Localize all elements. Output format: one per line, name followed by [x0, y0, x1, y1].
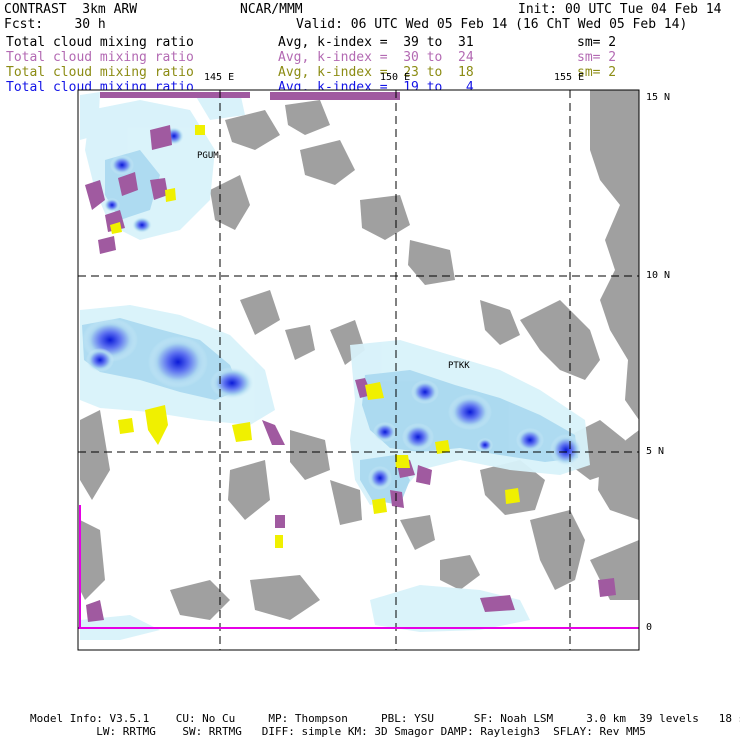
legend-field-2: Total cloud mixing ratio: [6, 50, 194, 65]
lat-label-0: 0: [646, 622, 653, 633]
model-title: CONTRAST 3km ARW: [4, 2, 138, 17]
lon-label-145: 145 E: [204, 72, 235, 83]
lat-label-5n: 5 N: [646, 446, 665, 457]
lat-lon-grid: [78, 90, 639, 650]
legend-sm-1: sm= 2: [577, 35, 617, 50]
forecast-hour: Fcst: 30 h: [4, 17, 106, 32]
cloud-cores: [82, 127, 582, 490]
lon-label-155: 155 E: [554, 72, 585, 83]
legend-range-3: Avg, k-index = 23 to 18: [278, 65, 474, 80]
station-pgum: PGUM: [197, 151, 219, 161]
lat-label-10n: 10 N: [646, 270, 671, 281]
lat-label-15n: 15 N: [646, 92, 671, 103]
valid-time: Valid: 06 UTC Wed 05 Feb 14 (16 ChT Wed …: [296, 17, 688, 32]
organization: NCAR/MMM: [240, 2, 303, 17]
legend-sm-2: sm= 2: [577, 50, 617, 65]
map-frame: [77, 89, 640, 651]
legend-field-1: Total cloud mixing ratio: [6, 35, 194, 50]
legend-sm-3: sm= 2: [577, 65, 617, 80]
legend-field-3: Total cloud mixing ratio: [6, 65, 194, 80]
legend-range-2: Avg, k-index = 30 to 24: [278, 50, 474, 65]
cloud-yellow: [110, 125, 520, 548]
lon-label-150: 150 E: [380, 72, 411, 83]
station-ptkk: PTKK: [448, 361, 470, 371]
init-time: Init: 00 UTC Tue 04 Feb 14: [518, 2, 722, 17]
legend-range-1: Avg, k-index = 39 to 31: [278, 35, 474, 50]
model-info-line-1: Model Info: V3.5.1 CU: No Cu MP: Thompso…: [30, 712, 740, 725]
model-info-line-2: LW: RRTMG SW: RRTMG DIFF: simple KM: 3D …: [30, 725, 646, 738]
